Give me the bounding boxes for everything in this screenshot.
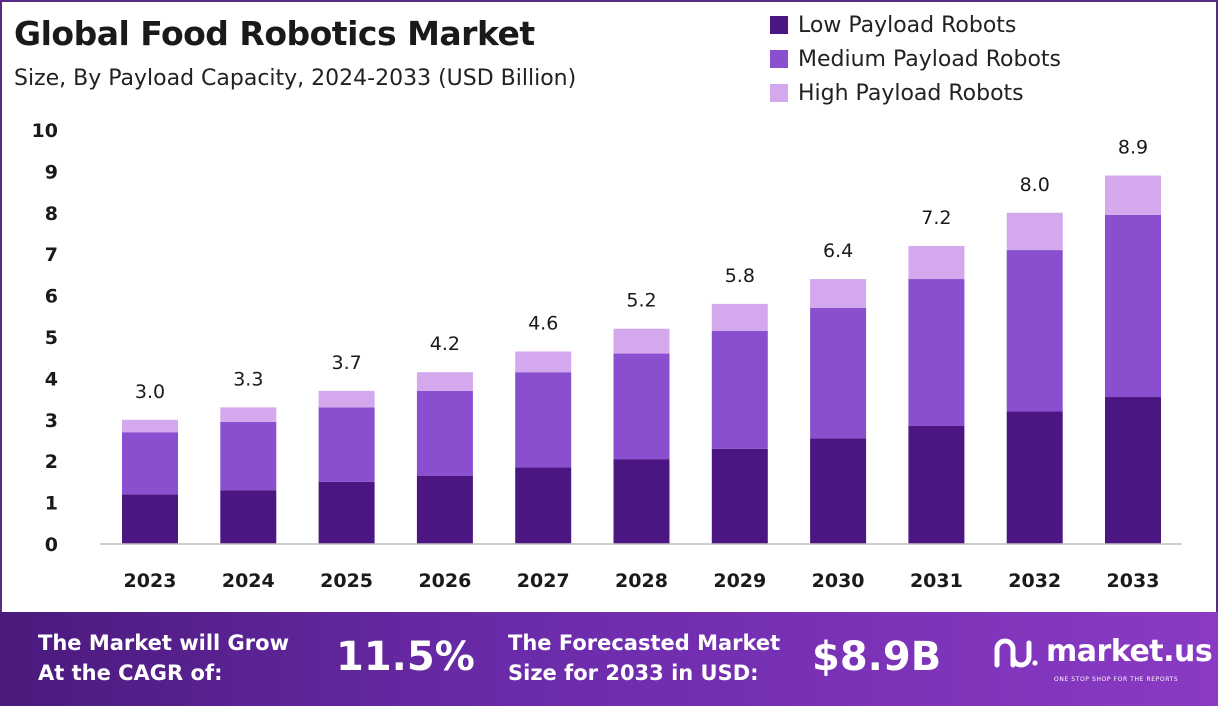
chart-subtitle: Size, By Payload Capacity, 2024-2033 (US…	[14, 66, 577, 91]
bar-segment-high	[318, 390, 375, 408]
legend-item-low: Low Payload Robots	[770, 8, 1061, 42]
forecast-label: The Forecasted Market Size for 2033 in U…	[508, 628, 780, 688]
bar-segment-low	[613, 459, 670, 544]
y-tick-label: 6	[45, 286, 58, 308]
y-tick-label: 2	[45, 451, 58, 473]
bar-segment-medium	[318, 407, 375, 482]
brand-tagline: ONE STOP SHOP FOR THE REPORTS	[1054, 676, 1179, 683]
bar-total-label: 8.0	[1020, 174, 1050, 196]
bar-segment-high	[711, 303, 768, 331]
legend-label-high: High Payload Robots	[798, 80, 1024, 106]
bar-segment-low	[318, 481, 375, 544]
x-tick-label: 2033	[1107, 570, 1160, 592]
cagr-label-line1: The Market will Grow	[38, 631, 289, 655]
bar-segment-medium	[908, 279, 965, 427]
bar-segment-high	[220, 407, 277, 422]
bar-segment-high	[1006, 212, 1063, 251]
bar-segment-medium	[1105, 214, 1161, 398]
bar-segment-high	[908, 245, 965, 280]
y-tick-label: 10	[32, 120, 58, 142]
x-tick-label: 2029	[713, 570, 766, 592]
bar-total-label: 4.2	[430, 333, 460, 355]
bar-segment-high	[1105, 175, 1161, 215]
bar-total-label: 3.0	[135, 381, 165, 403]
chart-frame	[0, 0, 1218, 612]
cagr-label-line2: At the CAGR of:	[38, 661, 223, 685]
bar-segment-low	[220, 490, 277, 544]
legend-item-medium: Medium Payload Robots	[770, 42, 1061, 76]
bar-total-label: 5.8	[725, 265, 755, 287]
brand-logo: market.us	[994, 634, 1213, 669]
x-tick-label: 2026	[418, 570, 471, 592]
bar-segment-medium	[416, 390, 473, 476]
y-tick-label: 9	[45, 161, 58, 183]
x-tick-label: 2025	[320, 570, 373, 592]
forecast-value: $8.9B	[812, 634, 942, 680]
bar-segment-high	[515, 351, 572, 373]
x-tick-label: 2028	[615, 570, 668, 592]
bar-total-label: 4.6	[528, 312, 558, 334]
brand-name: market.us	[1046, 634, 1213, 669]
bar-segment-medium	[613, 353, 670, 460]
forecast-label-line1: The Forecasted Market	[508, 631, 781, 655]
bar-segment-high	[416, 372, 473, 391]
x-tick-label: 2030	[812, 570, 865, 592]
bar-segment-medium	[220, 421, 277, 491]
bar-total-label: 6.4	[823, 240, 853, 262]
legend-label-medium: Medium Payload Robots	[798, 46, 1062, 72]
y-tick-label: 3	[45, 410, 58, 432]
bar-total-label: 5.2	[626, 290, 656, 312]
legend-item-high: High Payload Robots	[770, 76, 1061, 110]
bar-segment-low	[1105, 397, 1161, 544]
forecast-label-line2: Size for 2033 in USD:	[508, 661, 759, 685]
legend-swatch-medium	[770, 50, 788, 68]
footer-banner: The Market will Grow At the CAGR of: 11.…	[0, 612, 1218, 706]
y-tick-label: 8	[45, 203, 58, 225]
bar-segment-medium	[1006, 250, 1063, 412]
bar-total-label: 7.2	[921, 207, 951, 229]
bar-total-label: 3.3	[233, 368, 263, 390]
legend-swatch-high	[770, 84, 788, 102]
bar-total-label: 3.7	[331, 352, 361, 374]
x-tick-label: 2031	[910, 570, 963, 592]
bar-total-label: 8.9	[1118, 137, 1148, 159]
bar-segment-low	[515, 467, 572, 544]
legend-label-low: Low Payload Robots	[798, 12, 1017, 38]
x-tick-label: 2024	[222, 570, 275, 592]
x-tick-label: 2023	[124, 570, 177, 592]
cagr-label: The Market will Grow At the CAGR of:	[38, 628, 289, 688]
bar-segment-low	[711, 448, 768, 544]
bar-segment-medium	[515, 372, 572, 468]
cagr-value: 11.5%	[336, 634, 475, 680]
bar-segment-medium	[711, 330, 768, 449]
bar-segment-high	[613, 328, 670, 354]
bar-segment-medium	[122, 432, 178, 495]
x-tick-label: 2032	[1008, 570, 1061, 592]
legend: Low Payload Robots Medium Payload Robots…	[770, 8, 1061, 110]
bar-segment-low	[416, 475, 473, 544]
chart-title: Global Food Robotics Market	[14, 14, 535, 53]
y-tick-label: 0	[45, 534, 58, 556]
y-tick-label: 1	[45, 493, 58, 515]
bar-segment-high	[810, 279, 867, 309]
y-tick-label: 5	[45, 327, 58, 349]
stacked-bar-chart: 0 1 2 3 4 5 6 7 8 9 10 3.0 2023 3.3 2024 3.7 2025 4.2 2026…	[32, 120, 1182, 592]
x-tick-label: 2027	[517, 570, 570, 592]
bar-segment-high	[122, 419, 178, 433]
bar-segment-low	[810, 438, 867, 544]
market-us-logo-icon	[994, 638, 1038, 667]
bar-segment-low	[908, 426, 965, 544]
bar-segment-low	[122, 494, 178, 544]
bar-segment-low	[1006, 411, 1063, 544]
bar-segment-medium	[810, 308, 867, 439]
legend-swatch-low	[770, 16, 788, 34]
y-tick-label: 7	[45, 244, 58, 266]
y-tick-label: 4	[45, 368, 58, 390]
